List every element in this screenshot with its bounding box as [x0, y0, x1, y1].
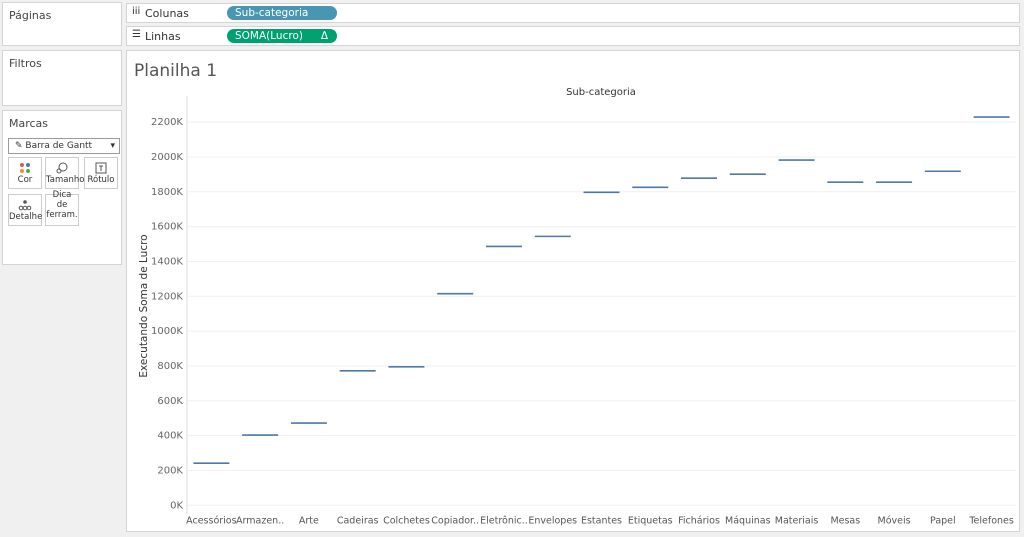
y-tick-label: 1800K	[151, 187, 183, 198]
chart-title: Planilha 1	[134, 61, 217, 81]
size-icon	[56, 162, 68, 174]
rows-pill[interactable]: SOMA(Lucro) Δ	[227, 29, 337, 43]
y-tick-label: 1600K	[151, 222, 183, 233]
x-tick-label: Acessórios	[186, 516, 236, 527]
x-tick-label: Etiquetas	[628, 516, 673, 527]
mark-button[interactable]: Cor	[8, 157, 42, 189]
mark-type: Barra de Gantt	[25, 141, 93, 151]
x-tick-label: Arte	[299, 516, 319, 527]
mark-button-label: Tamanho	[46, 175, 85, 185]
x-tick-label: Estantes	[581, 516, 622, 527]
mark-button-label: Rótulo	[87, 175, 115, 185]
mark-type-dropdown[interactable]: ✎ Barra de Gantt ▾	[8, 138, 120, 154]
x-tick-label: Materiais	[775, 516, 819, 527]
x-tick-label: Cadeiras	[337, 516, 379, 527]
y-tick-label: 800K	[157, 361, 183, 372]
mark-button[interactable]: Dica de ferram.	[45, 190, 79, 226]
x-tick-label: Colchetes	[383, 516, 430, 527]
x-tick-label: Envelopes	[528, 516, 577, 527]
pages-panel: Páginas	[2, 2, 122, 46]
rows-pill-icon: Δ	[320, 30, 328, 42]
mark-button[interactable]: Rótulo	[84, 157, 118, 189]
mark-button-label: Detalhe	[9, 212, 43, 222]
mark-button[interactable]: Tamanho	[45, 157, 85, 189]
x-tick-label: Copiador..	[431, 516, 479, 527]
y-tick-label: 1400K	[151, 256, 183, 267]
x-tick-label: Eletrônic..	[480, 516, 528, 527]
columns-pill[interactable]: Sub-categoria	[227, 6, 337, 20]
rows-shelf: ☰ Linhas SOMA(Lucro) Δ	[126, 26, 1020, 46]
y-tick-label: 400K	[157, 431, 183, 442]
mark-button[interactable]: Detalhe	[8, 194, 42, 226]
rows-pill-text: SOMA(Lucro)	[235, 30, 303, 42]
mark-button-label: Dica de ferram.	[46, 190, 78, 220]
y-tick-label: 2000K	[151, 152, 183, 163]
x-tick-label: Máquinas	[725, 516, 771, 527]
columns-label: Colunas	[145, 7, 189, 20]
rows-label: Linhas	[145, 30, 181, 43]
detail-icon	[18, 200, 32, 211]
x-tick-label: Móveis	[878, 516, 911, 527]
marks-panel: Marcas ✎ Barra de Gantt ▾ Cor Tamanho Rót…	[2, 110, 122, 265]
y-tick-label: 1000K	[151, 326, 183, 337]
x-tick-label: Fichários	[678, 516, 720, 527]
label-icon	[95, 162, 107, 174]
marks-title: Marcas	[9, 117, 49, 130]
x-tick-label: Telefones	[968, 516, 1014, 527]
x-axis-header: Sub-categoria	[566, 87, 636, 98]
y-tick-label: 200K	[157, 465, 183, 476]
y-tick-label: 2200K	[151, 117, 183, 128]
y-axis-label: Executando Soma de Lucro	[138, 234, 150, 377]
y-tick-label: 600K	[157, 396, 183, 407]
filters-panel: Filtros	[2, 50, 122, 106]
columns-shelf: iii Colunas Sub-categoria	[126, 3, 1020, 23]
chart: Planilha 1 Sub-categoria Executando Soma…	[126, 50, 1020, 532]
color-icon	[20, 163, 30, 173]
filters-title: Filtros	[9, 57, 42, 70]
mark-button-label: Cor	[17, 175, 33, 185]
x-tick-label: Mesas	[830, 516, 860, 527]
pages-title: Páginas	[9, 9, 52, 22]
y-tick-label: 0K	[170, 500, 183, 511]
y-tick-label: 1200K	[151, 291, 183, 302]
x-tick-label: Papel	[930, 516, 956, 527]
x-tick-label: Armazen..	[236, 516, 284, 527]
